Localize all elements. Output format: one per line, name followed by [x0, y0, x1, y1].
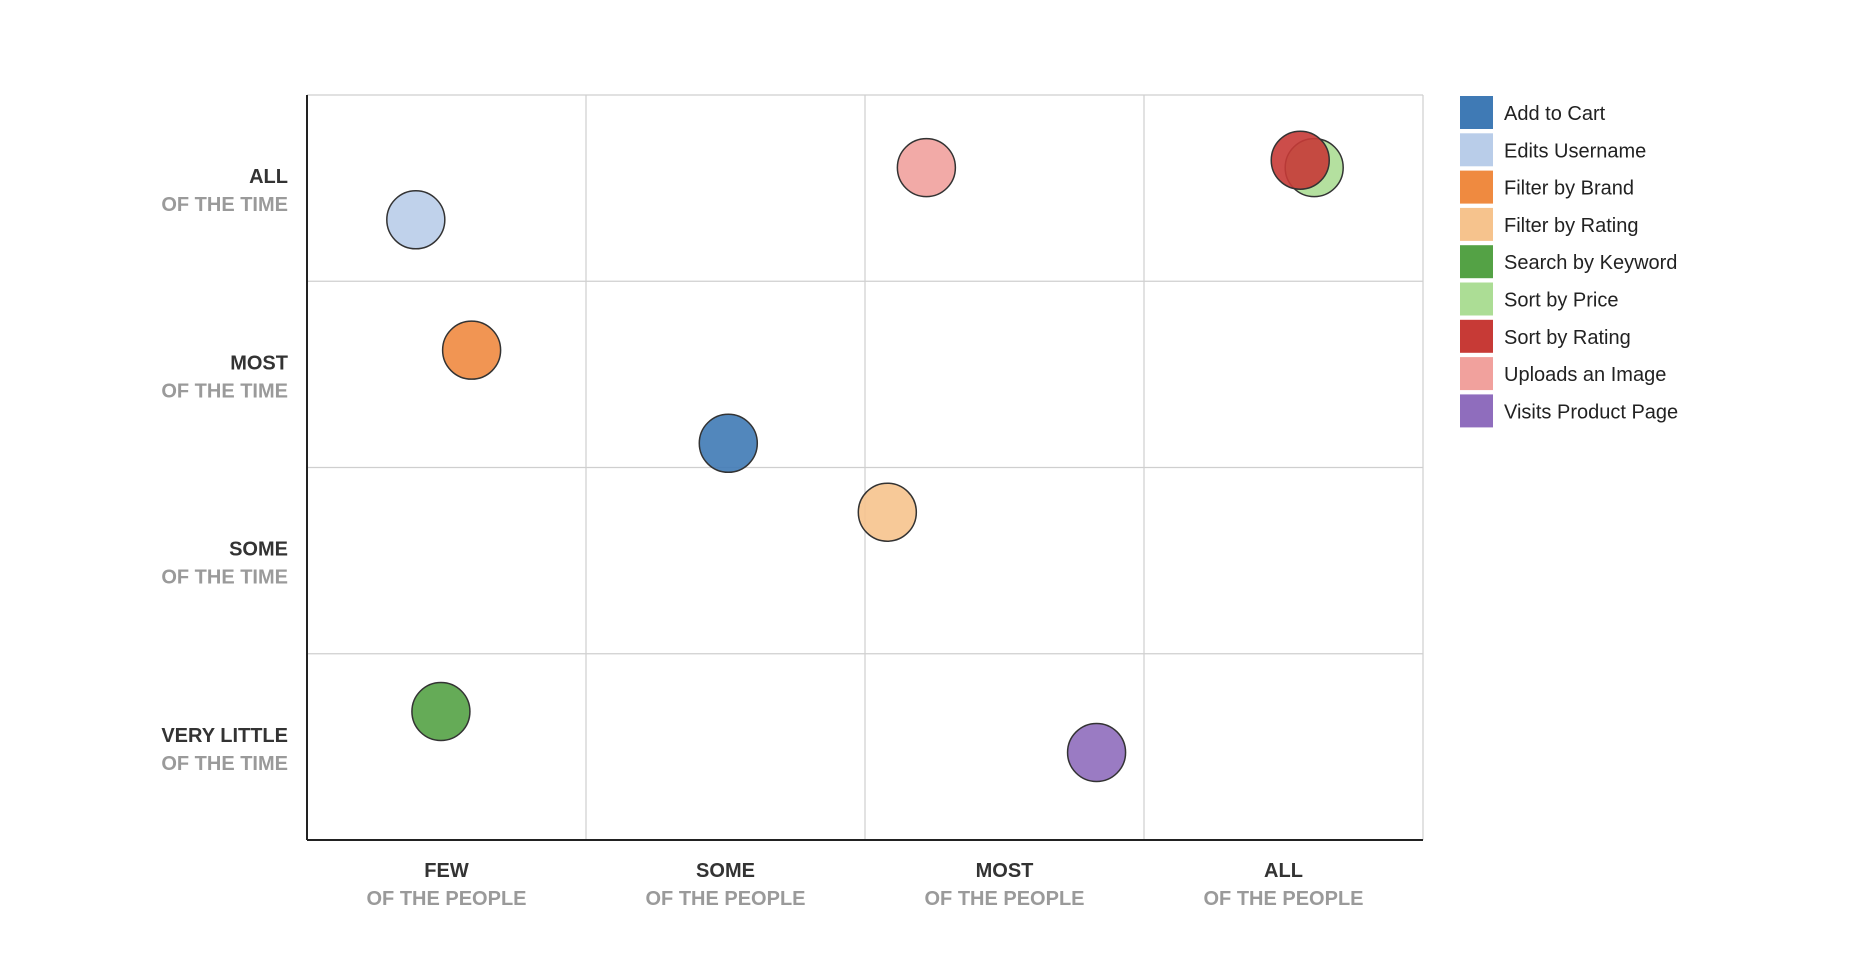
data-point-edits-username	[386, 190, 446, 250]
data-point-search-by-keyword	[411, 681, 471, 742]
data-point-uploads-an-image	[896, 137, 957, 198]
data-point-sort-by-rating	[1270, 130, 1330, 190]
x-tick-sublabel: OF THE PEOPLE	[366, 888, 526, 910]
x-tick-label: FEW	[424, 860, 469, 882]
x-tick-sublabel: OF THE PEOPLE	[924, 888, 1084, 910]
y-tick-sublabel: OF THE TIME	[161, 380, 288, 402]
legend-label: Filter by Rating	[1504, 215, 1639, 237]
data-point-visits-product-page	[1066, 722, 1127, 783]
legend-swatch	[1460, 245, 1493, 279]
legend-label: Edits Username	[1504, 140, 1646, 162]
legend-swatch	[1460, 357, 1493, 391]
y-tick-label: SOME	[229, 539, 288, 561]
legend-label: Uploads an Image	[1504, 364, 1666, 386]
x-axis-tick-labels: FEW OF THE PEOPLE SOME OF THE PEOPLE MOST OF …	[366, 860, 1363, 910]
x-tick-label: SOME	[696, 860, 755, 882]
data-point-filter-by-brand	[441, 320, 502, 380]
data-point-filter-by-rating	[857, 482, 918, 542]
y-tick-label: ALL	[249, 166, 288, 188]
legend-label: Search by Keyword	[1504, 252, 1677, 274]
legend: Add to Cart Edits Username Filter by Brand…	[1460, 96, 1678, 428]
legend-label: Visits Product Page	[1504, 401, 1678, 423]
legend-swatch	[1460, 282, 1493, 316]
legend-label: Sort by Rating	[1504, 327, 1631, 349]
legend-swatch	[1460, 207, 1493, 241]
y-axis-tick-labels: VERY LITTLE OF THE TIME SOME OF THE TIME MOS…	[161, 166, 288, 775]
axes	[306, 95, 1423, 841]
data-points	[386, 130, 1344, 783]
x-tick-label: MOST	[976, 860, 1034, 882]
grid	[307, 94, 1424, 840]
data-point-add-to-cart	[698, 413, 759, 474]
legend-swatch	[1460, 319, 1493, 353]
legend-swatch	[1460, 133, 1493, 167]
y-tick-sublabel: OF THE TIME	[161, 567, 288, 589]
legend-label: Add to Cart	[1504, 103, 1606, 125]
legend-label: Sort by Price	[1504, 290, 1618, 312]
y-tick-label: VERY LITTLE	[161, 725, 288, 747]
x-tick-label: ALL	[1264, 860, 1303, 882]
y-tick-label: MOST	[230, 352, 288, 374]
legend-swatch	[1460, 394, 1493, 428]
y-tick-sublabel: OF THE TIME	[161, 194, 288, 216]
legend-swatch	[1460, 170, 1493, 204]
y-tick-sublabel: OF THE TIME	[161, 753, 288, 775]
legend-swatch	[1460, 96, 1493, 129]
x-tick-sublabel: OF THE PEOPLE	[645, 888, 805, 910]
legend-label: Filter by Brand	[1504, 178, 1634, 200]
x-tick-sublabel: OF THE PEOPLE	[1203, 888, 1363, 910]
